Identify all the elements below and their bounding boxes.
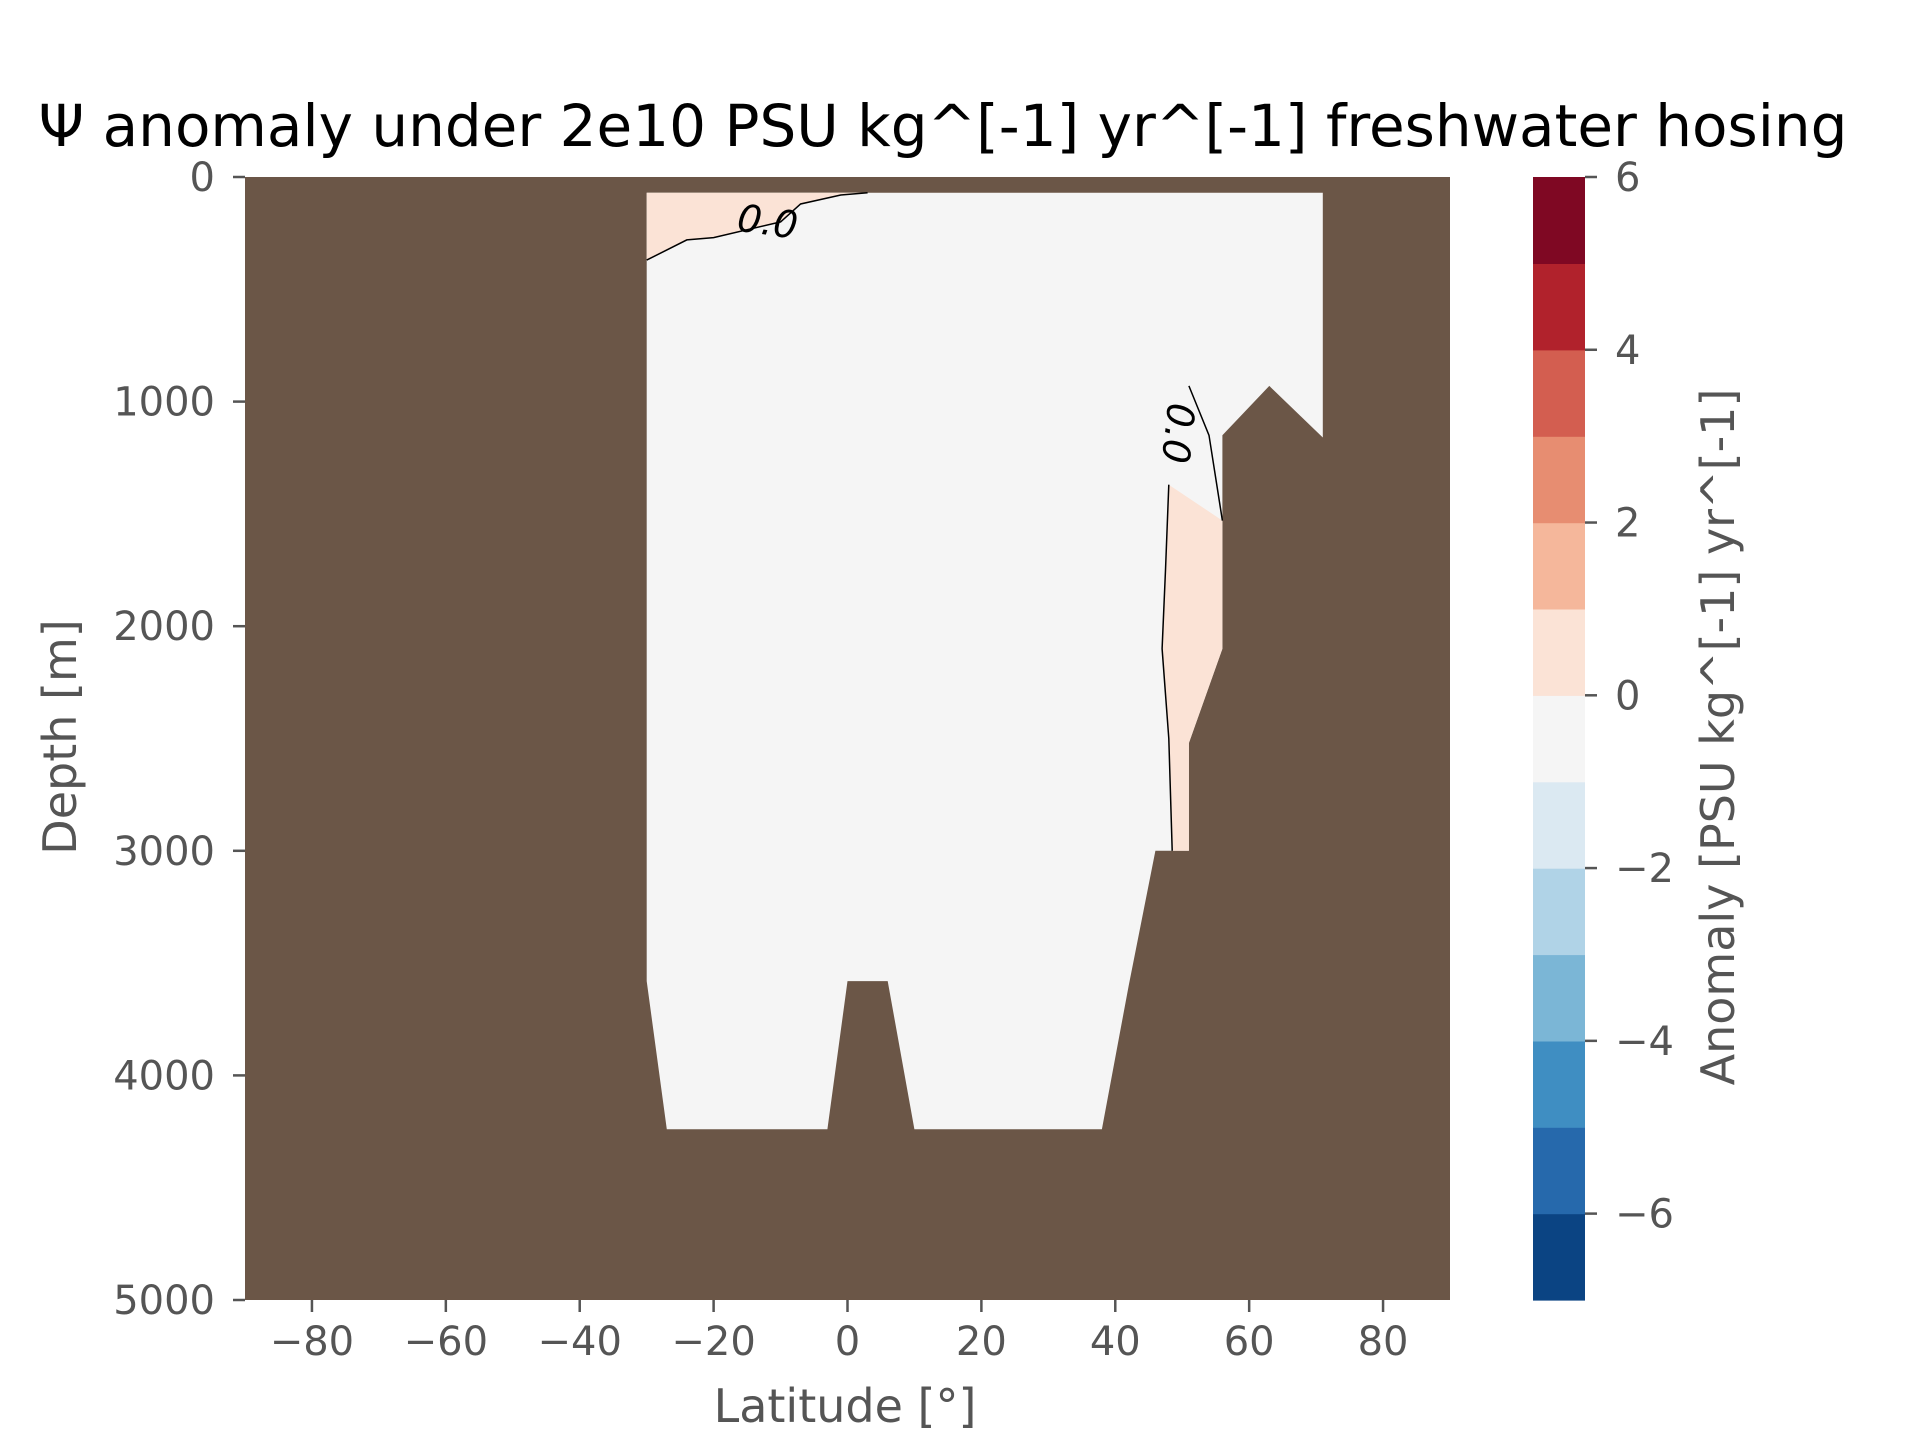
- colorbar-swatch-5: [1533, 781, 1585, 869]
- colorbar-swatch-3: [1533, 954, 1585, 1042]
- contour-label-0: 0.0: [735, 196, 801, 248]
- colorbar-ticks: −6 −4 −2 0 2 4 6: [1585, 155, 1674, 1238]
- anomaly-fills: [646, 192, 1223, 851]
- y-tick-label-4: 4000: [113, 1053, 215, 1099]
- x-tick-label-6: 40: [1090, 1319, 1141, 1365]
- colorbar-swatch-10: [1533, 349, 1585, 437]
- y-tick-label-1: 1000: [113, 380, 215, 426]
- contour-lines: [646, 191, 1224, 851]
- chart-title: Ψ anomaly under 2e10 PSU kg^[-1] yr^[-1]…: [39, 92, 1848, 160]
- anomaly-region-0: [646, 192, 868, 261]
- y-axis: 0 1000 2000 3000 4000 5000: [113, 155, 245, 1324]
- colorbar-tick-label-1: −4: [1615, 1019, 1674, 1065]
- y-axis-label: Depth [m]: [33, 619, 87, 854]
- x-tick-label-8: 80: [1358, 1319, 1409, 1365]
- colorbar-swatch-9: [1533, 436, 1585, 524]
- colorbar: −6 −4 −2 0 2 4 6 Anomaly [PSU kg^[-1] yr^[-1]: [1533, 155, 1745, 1301]
- y-tick-label-3: 3000: [113, 829, 215, 875]
- colorbar-tick-label-6: 6: [1615, 155, 1640, 201]
- colorbar-swatch-12: [1533, 177, 1585, 264]
- colorbar-swatches: [1533, 177, 1585, 1301]
- x-axis-label: Latitude [°]: [714, 1379, 977, 1433]
- colorbar-swatch-11: [1533, 263, 1585, 351]
- anomaly-region-1: [1162, 484, 1223, 851]
- colorbar-tick-label-3: 0: [1615, 673, 1640, 719]
- colorbar-tick-label-2: −2: [1615, 846, 1674, 892]
- y-tick-label-2: 2000: [113, 604, 215, 650]
- x-tick-label-1: −60: [404, 1319, 488, 1365]
- contour-line-0: [646, 191, 868, 261]
- colorbar-tick-label-5: 4: [1615, 328, 1640, 374]
- colorbar-swatch-8: [1533, 522, 1585, 610]
- y-tick-label-5: 5000: [113, 1278, 215, 1324]
- contour-line-1: [1188, 385, 1224, 521]
- colorbar-swatch-7: [1533, 608, 1585, 696]
- contour-label-1: 0.0: [1153, 401, 1203, 466]
- contour-line-2: [1161, 484, 1173, 851]
- ocean-region: [646, 192, 1323, 1130]
- colorbar-swatch-6: [1533, 695, 1585, 783]
- colorbar-swatch-4: [1533, 868, 1585, 956]
- contour-labels: 0.0 0.0: [735, 196, 1203, 466]
- colorbar-tick-label-0: −6: [1615, 1192, 1674, 1238]
- x-tick-label-2: −40: [538, 1319, 622, 1365]
- x-tick-label-7: 60: [1224, 1319, 1275, 1365]
- x-tick-label-4: 0: [835, 1319, 860, 1365]
- y-tick-label-0: 0: [190, 155, 215, 201]
- x-axis: −80 −60 −40 −20 0 20 40 60 80: [270, 1300, 1409, 1365]
- colorbar-swatch-0: [1533, 1213, 1585, 1301]
- colorbar-tick-label-4: 2: [1615, 501, 1640, 547]
- colorbar-label: Anomaly [PSU kg^[-1] yr^[-1]: [1691, 389, 1745, 1086]
- x-tick-label-0: −80: [270, 1319, 354, 1365]
- colorbar-swatch-1: [1533, 1127, 1585, 1215]
- x-tick-label-5: 20: [956, 1319, 1007, 1365]
- colorbar-swatch-2: [1533, 1040, 1585, 1128]
- x-tick-label-3: −20: [671, 1319, 755, 1365]
- plot-area: 0.0 0.0: [245, 177, 1450, 1300]
